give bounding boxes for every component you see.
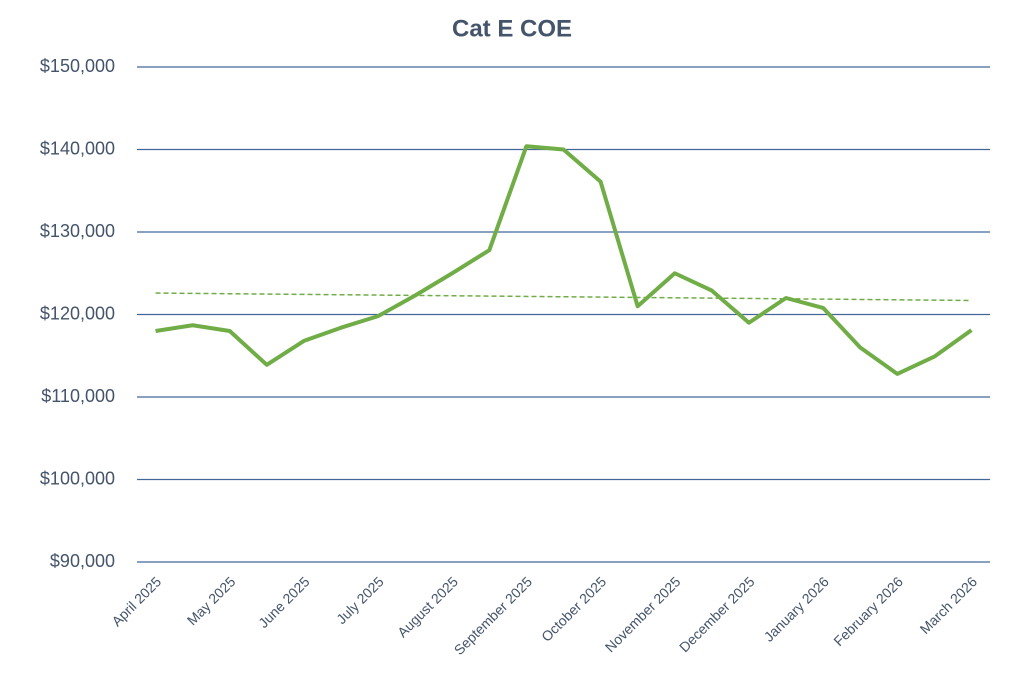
x-tick-label: June 2025 [255, 573, 313, 631]
trend-line [155, 292, 972, 302]
x-tick-label: July 2025 [333, 573, 387, 627]
x-tick-label: March 2026 [917, 573, 981, 637]
y-tick-label: $100,000 [40, 468, 115, 488]
x-tick-label: October 2025 [538, 573, 609, 644]
x-tick-label: May 2025 [184, 573, 239, 628]
x-tick-label: April 2025 [108, 573, 164, 629]
x-tick-label: September 2025 [451, 573, 536, 658]
y-tick-label: $150,000 [40, 56, 115, 76]
x-tick-label: August 2025 [394, 573, 461, 640]
x-tick-label: February 2026 [830, 573, 906, 649]
x-tick-label: November 2025 [602, 573, 684, 655]
y-tick-label: $130,000 [40, 221, 115, 241]
y-tick-label: $140,000 [40, 138, 115, 158]
x-tick-label: January 2026 [761, 573, 832, 644]
y-tick-label: $110,000 [41, 386, 115, 406]
y-tick-label: $120,000 [40, 303, 115, 323]
y-tick-label: $90,000 [50, 551, 115, 571]
data-line [155, 144, 973, 376]
x-tick-label: December 2025 [676, 573, 758, 655]
chart-title: Cat E COE [452, 15, 572, 42]
